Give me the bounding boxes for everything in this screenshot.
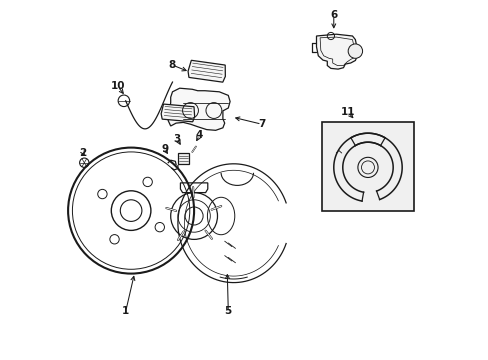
Text: 2: 2 (80, 148, 87, 158)
Text: 7: 7 (258, 119, 265, 129)
Text: 8: 8 (168, 60, 175, 70)
Polygon shape (188, 60, 225, 82)
Bar (321, 122, 413, 211)
Text: 9: 9 (161, 144, 168, 154)
Text: 4: 4 (195, 130, 203, 140)
Text: 3: 3 (173, 134, 181, 144)
Text: 6: 6 (329, 10, 337, 20)
Text: 11: 11 (340, 107, 355, 117)
Polygon shape (161, 104, 194, 122)
Text: 5: 5 (224, 306, 231, 316)
Polygon shape (316, 34, 357, 69)
Circle shape (347, 44, 362, 58)
Polygon shape (168, 88, 230, 130)
Text: 10: 10 (110, 81, 125, 91)
Polygon shape (178, 153, 188, 164)
Text: 1: 1 (122, 306, 129, 316)
